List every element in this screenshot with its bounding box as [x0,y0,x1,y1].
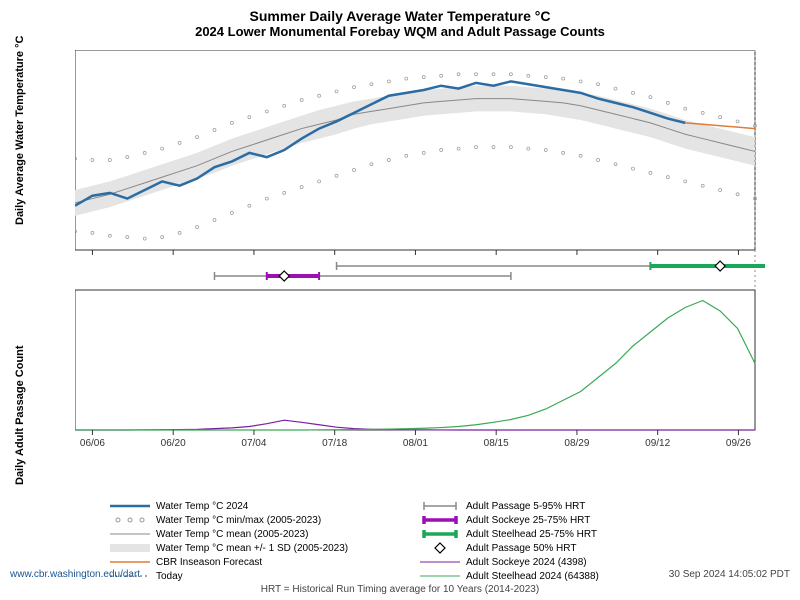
svg-text:08/29: 08/29 [564,438,589,449]
svg-text:09/26: 09/26 [726,258,751,269]
svg-text:08/15: 08/15 [484,438,509,449]
legend-item: Water Temp °C mean (2005-2023) [110,528,420,542]
svg-text:08/15: 08/15 [484,258,509,269]
legend: Water Temp °C 2024Water Temp °C min/max … [110,500,750,584]
svg-text:07/04: 07/04 [241,258,266,269]
svg-text:08/01: 08/01 [403,258,428,269]
footer-timestamp: 30 Sep 2024 14:05:02 PDT [669,569,790,580]
y2-axis-label: Daily Adult Passage Count [14,345,26,485]
chart-svg: 1012141618202224steelhead HRTsockeye HRT… [75,50,765,490]
footer-note: HRT = Historical Run Timing average for … [0,584,800,595]
svg-text:06/06: 06/06 [80,258,105,269]
footer-url: www.cbr.washington.edu/dart [10,569,140,580]
svg-text:07/18: 07/18 [322,258,347,269]
svg-text:08/29: 08/29 [564,258,589,269]
legend-item: CBR Inseason Forecast [110,556,420,570]
svg-text:07/18: 07/18 [322,438,347,449]
legend-item: Water Temp °C min/max (2005-2023) [110,514,420,528]
svg-text:09/12: 09/12 [645,258,670,269]
svg-text:08/01: 08/01 [403,438,428,449]
legend-item: Water Temp °C 2024 [110,500,420,514]
legend-item: Adult Sockeye 25-75% HRT [420,514,730,528]
legend-item: Adult Steelhead 25-75% HRT [420,528,730,542]
y1-axis-label: Daily Average Water Temperature °C [14,36,26,225]
svg-text:06/20: 06/20 [161,438,186,449]
svg-text:07/04: 07/04 [241,438,266,449]
svg-text:06/20: 06/20 [161,258,186,269]
legend-item: Today [110,570,420,584]
svg-text:09/26: 09/26 [726,438,751,449]
chart-title-2: 2024 Lower Monumental Forebay WQM and Ad… [0,24,800,39]
legend-item: Adult Passage 5-95% HRT [420,500,730,514]
svg-text:06/06: 06/06 [80,438,105,449]
chart-title-1: Summer Daily Average Water Temperature °… [0,0,800,24]
legend-item: Adult Sockeye 2024 (4398) [420,556,730,570]
legend-item: Water Temp °C mean +/- 1 SD (2005-2023) [110,542,420,556]
legend-item: Adult Passage 50% HRT [420,542,730,556]
svg-text:09/12: 09/12 [645,438,670,449]
